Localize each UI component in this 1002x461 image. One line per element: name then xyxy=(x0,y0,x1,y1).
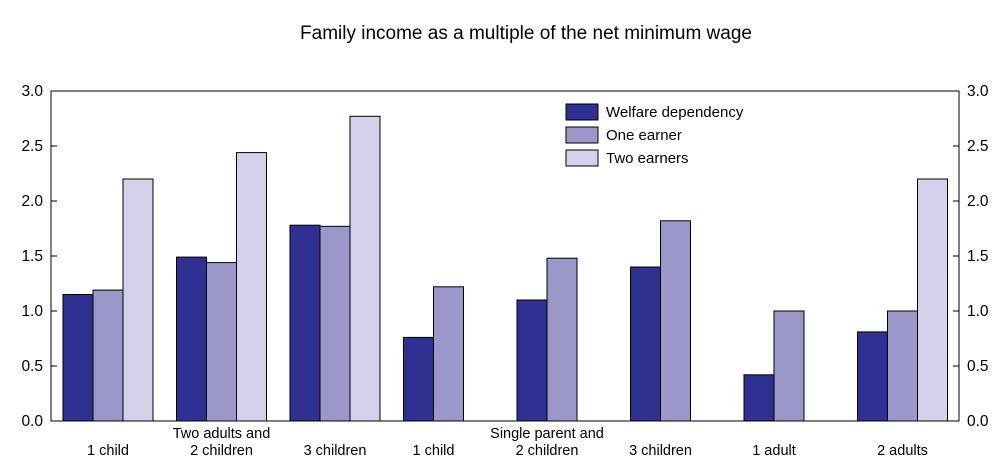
y-tick-label: 1.5 xyxy=(967,248,989,265)
bar xyxy=(122,178,154,422)
legend: Welfare dependency One earner Two earners xyxy=(565,103,744,167)
y-tick-label: 1.5 xyxy=(21,248,43,265)
x-category-label: 1 adult xyxy=(752,443,796,459)
bar xyxy=(403,336,434,422)
y-tick-label: 0.5 xyxy=(967,358,989,375)
bar xyxy=(660,220,691,422)
x-category-label: 1 child xyxy=(413,443,455,459)
x-category-label: 2 children xyxy=(190,443,253,459)
y-tick-label: 0.0 xyxy=(21,413,43,430)
y-tick-label: 0.0 xyxy=(967,413,989,430)
x-group-label: Two adults and xyxy=(173,426,271,442)
x-group-label: Single parent and xyxy=(490,426,604,442)
y-tick-label: 2.0 xyxy=(967,193,989,210)
legend-label: Two earners xyxy=(606,150,689,167)
x-category-label: 3 children xyxy=(629,443,692,459)
bar xyxy=(319,225,351,422)
legend-label: Welfare dependency xyxy=(606,104,744,121)
bar xyxy=(236,152,267,422)
bar xyxy=(773,310,805,422)
x-category-label: 2 adults xyxy=(877,443,928,459)
bar xyxy=(857,331,888,422)
chart-title: Family income as a multiple of the net m… xyxy=(300,23,752,44)
bar xyxy=(349,115,381,422)
bar xyxy=(62,294,94,422)
y-tick-label: 2.5 xyxy=(967,138,989,155)
bar xyxy=(887,310,918,422)
x-category-label: 1 child xyxy=(87,443,129,459)
bar xyxy=(917,178,948,422)
y-tick-label: 3.0 xyxy=(967,83,989,100)
y-tick-label: 2.0 xyxy=(21,193,43,210)
y-tick-label: 0.5 xyxy=(21,358,43,375)
y-tick-label: 2.5 xyxy=(21,138,43,155)
y-tick-label: 3.0 xyxy=(21,83,43,100)
y-tick-label: 1.0 xyxy=(967,303,989,320)
y-axis-right: 0.0 0.5 1.0 1.5 2.0 2.5 3.0 xyxy=(953,83,989,430)
bar xyxy=(206,262,237,422)
bar xyxy=(743,374,775,422)
bar xyxy=(433,286,464,422)
bar xyxy=(516,299,548,422)
x-axis-labels: 1 child 2 children 3 children 1 child 2 chil… xyxy=(87,426,928,459)
bar xyxy=(92,289,124,422)
bar xyxy=(176,256,207,422)
legend-swatch xyxy=(565,149,599,167)
x-category-label: 3 children xyxy=(304,443,367,459)
legend-swatch xyxy=(565,103,599,121)
plot-area xyxy=(50,90,960,422)
bar xyxy=(546,257,578,422)
y-tick-label: 1.0 xyxy=(21,303,43,320)
bar xyxy=(630,266,661,422)
legend-label: One earner xyxy=(606,127,682,144)
x-category-label: 2 children xyxy=(516,443,579,459)
y-axis-left: 0.0 0.5 1.0 1.5 2.0 2.5 3.0 xyxy=(21,83,57,430)
bar xyxy=(289,224,321,422)
legend-swatch xyxy=(565,126,599,144)
